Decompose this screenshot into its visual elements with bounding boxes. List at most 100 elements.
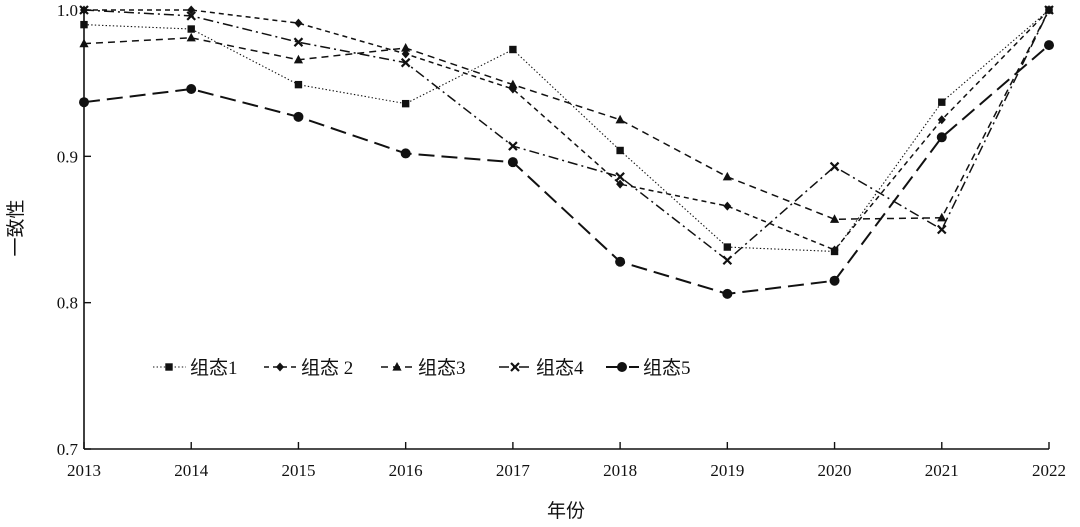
data-point [616, 179, 625, 189]
data-point [293, 111, 304, 122]
data-point [294, 80, 303, 89]
series-4 [79, 5, 1054, 266]
x-tick-label: 2014 [174, 461, 209, 480]
data-point-stroke [508, 141, 518, 151]
data-point [294, 18, 303, 28]
data-point [401, 99, 410, 108]
y-tick-label: 0.9 [57, 147, 78, 166]
data-point [830, 245, 839, 255]
series-line [83, 9, 1050, 253]
data-point [616, 146, 624, 155]
legend-item-2: 组态 2 [264, 357, 353, 379]
data-point-stroke [186, 11, 197, 21]
data-point [293, 54, 304, 64]
data-point [937, 212, 947, 222]
data-point [936, 132, 947, 143]
data-point [508, 79, 518, 89]
data-point [615, 114, 625, 124]
x-tick-label: 2020 [818, 461, 852, 480]
series-line [83, 44, 1050, 295]
data-point [187, 5, 196, 15]
data-point [722, 255, 733, 266]
legend-label: 组态4 [536, 357, 584, 379]
data-point [187, 25, 195, 33]
x-axis-title: 年份 [547, 500, 585, 522]
data-point [186, 84, 197, 95]
data-point [615, 172, 625, 182]
x-tick-label: 2018 [603, 461, 637, 480]
legend: 组态1 组态 2 组态3 组态4 组态5 [153, 357, 691, 379]
series-line [83, 9, 1050, 221]
x-tick-label: 2013 [67, 461, 101, 480]
legend-marker [392, 362, 402, 371]
data-point-stroke [722, 255, 733, 266]
data-point-stroke [1044, 5, 1054, 15]
data-point [186, 11, 197, 21]
x-tick-label: 2022 [1032, 461, 1066, 480]
legend-marker [510, 362, 520, 372]
legend-item-1: 组态1 [153, 357, 238, 379]
series-layer [79, 5, 1054, 299]
data-point [723, 201, 732, 211]
legend-item-3: 组态3 [381, 357, 466, 379]
series-line [84, 9, 1050, 251]
data-point [1044, 5, 1054, 15]
data-point [400, 148, 411, 159]
data-point [186, 32, 196, 42]
series-3 [79, 5, 1054, 223]
y-tick-label: 0.8 [57, 294, 78, 313]
x-tick-label: 2016 [389, 461, 423, 480]
legend-marker-stroke [510, 362, 520, 372]
axes: 0.7 0.8 0.9 1.0 2013 2014 2015 2016 2017 2018 2019… [5, 1, 1066, 522]
data-point [293, 37, 304, 47]
data-point [400, 57, 411, 68]
data-point [79, 5, 89, 15]
data-point [79, 38, 89, 48]
data-point [401, 49, 410, 59]
data-point [829, 275, 840, 286]
data-point [722, 171, 732, 181]
data-point-stroke [293, 37, 304, 47]
series-2 [80, 5, 1053, 255]
series-5 [79, 40, 1054, 299]
legend-label: 组态3 [418, 357, 466, 379]
data-point [1044, 40, 1054, 51]
legend-marker [276, 362, 284, 372]
data-point-stroke [79, 5, 89, 15]
x-tick-label: 2015 [281, 461, 315, 480]
x-tick-label: 2021 [925, 461, 959, 480]
data-point [80, 20, 88, 29]
x-tick-label: 2019 [710, 461, 744, 480]
data-point-stroke [829, 161, 840, 172]
y-tick-label: 0.7 [57, 440, 79, 459]
legend-label: 组态 2 [301, 357, 353, 379]
series-line [83, 9, 1050, 262]
data-point-stroke [615, 172, 625, 182]
data-point [401, 43, 411, 52]
legend-marker [617, 362, 627, 372]
data-point [937, 115, 946, 125]
legend-label: 组态1 [190, 357, 238, 379]
x-tick-label: 2017 [496, 461, 531, 480]
series-1 [80, 6, 1053, 256]
legend-marker [165, 363, 173, 371]
legend-item-5: 组态5 [606, 357, 691, 379]
data-point [507, 157, 518, 168]
data-point [79, 97, 89, 108]
data-point-stroke [936, 224, 947, 235]
data-point [615, 256, 626, 267]
data-point [508, 141, 518, 151]
y-axis-title: 一致性 [5, 199, 27, 256]
data-point [829, 214, 840, 223]
legend-label: 组态5 [643, 357, 691, 379]
data-point-stroke [400, 57, 411, 68]
data-point [829, 161, 840, 172]
y-tick-label: 1.0 [57, 1, 78, 20]
data-point [938, 98, 946, 106]
data-point [509, 45, 517, 54]
legend-item-4: 组态4 [499, 357, 584, 379]
data-point [723, 243, 732, 251]
data-point [936, 224, 947, 235]
